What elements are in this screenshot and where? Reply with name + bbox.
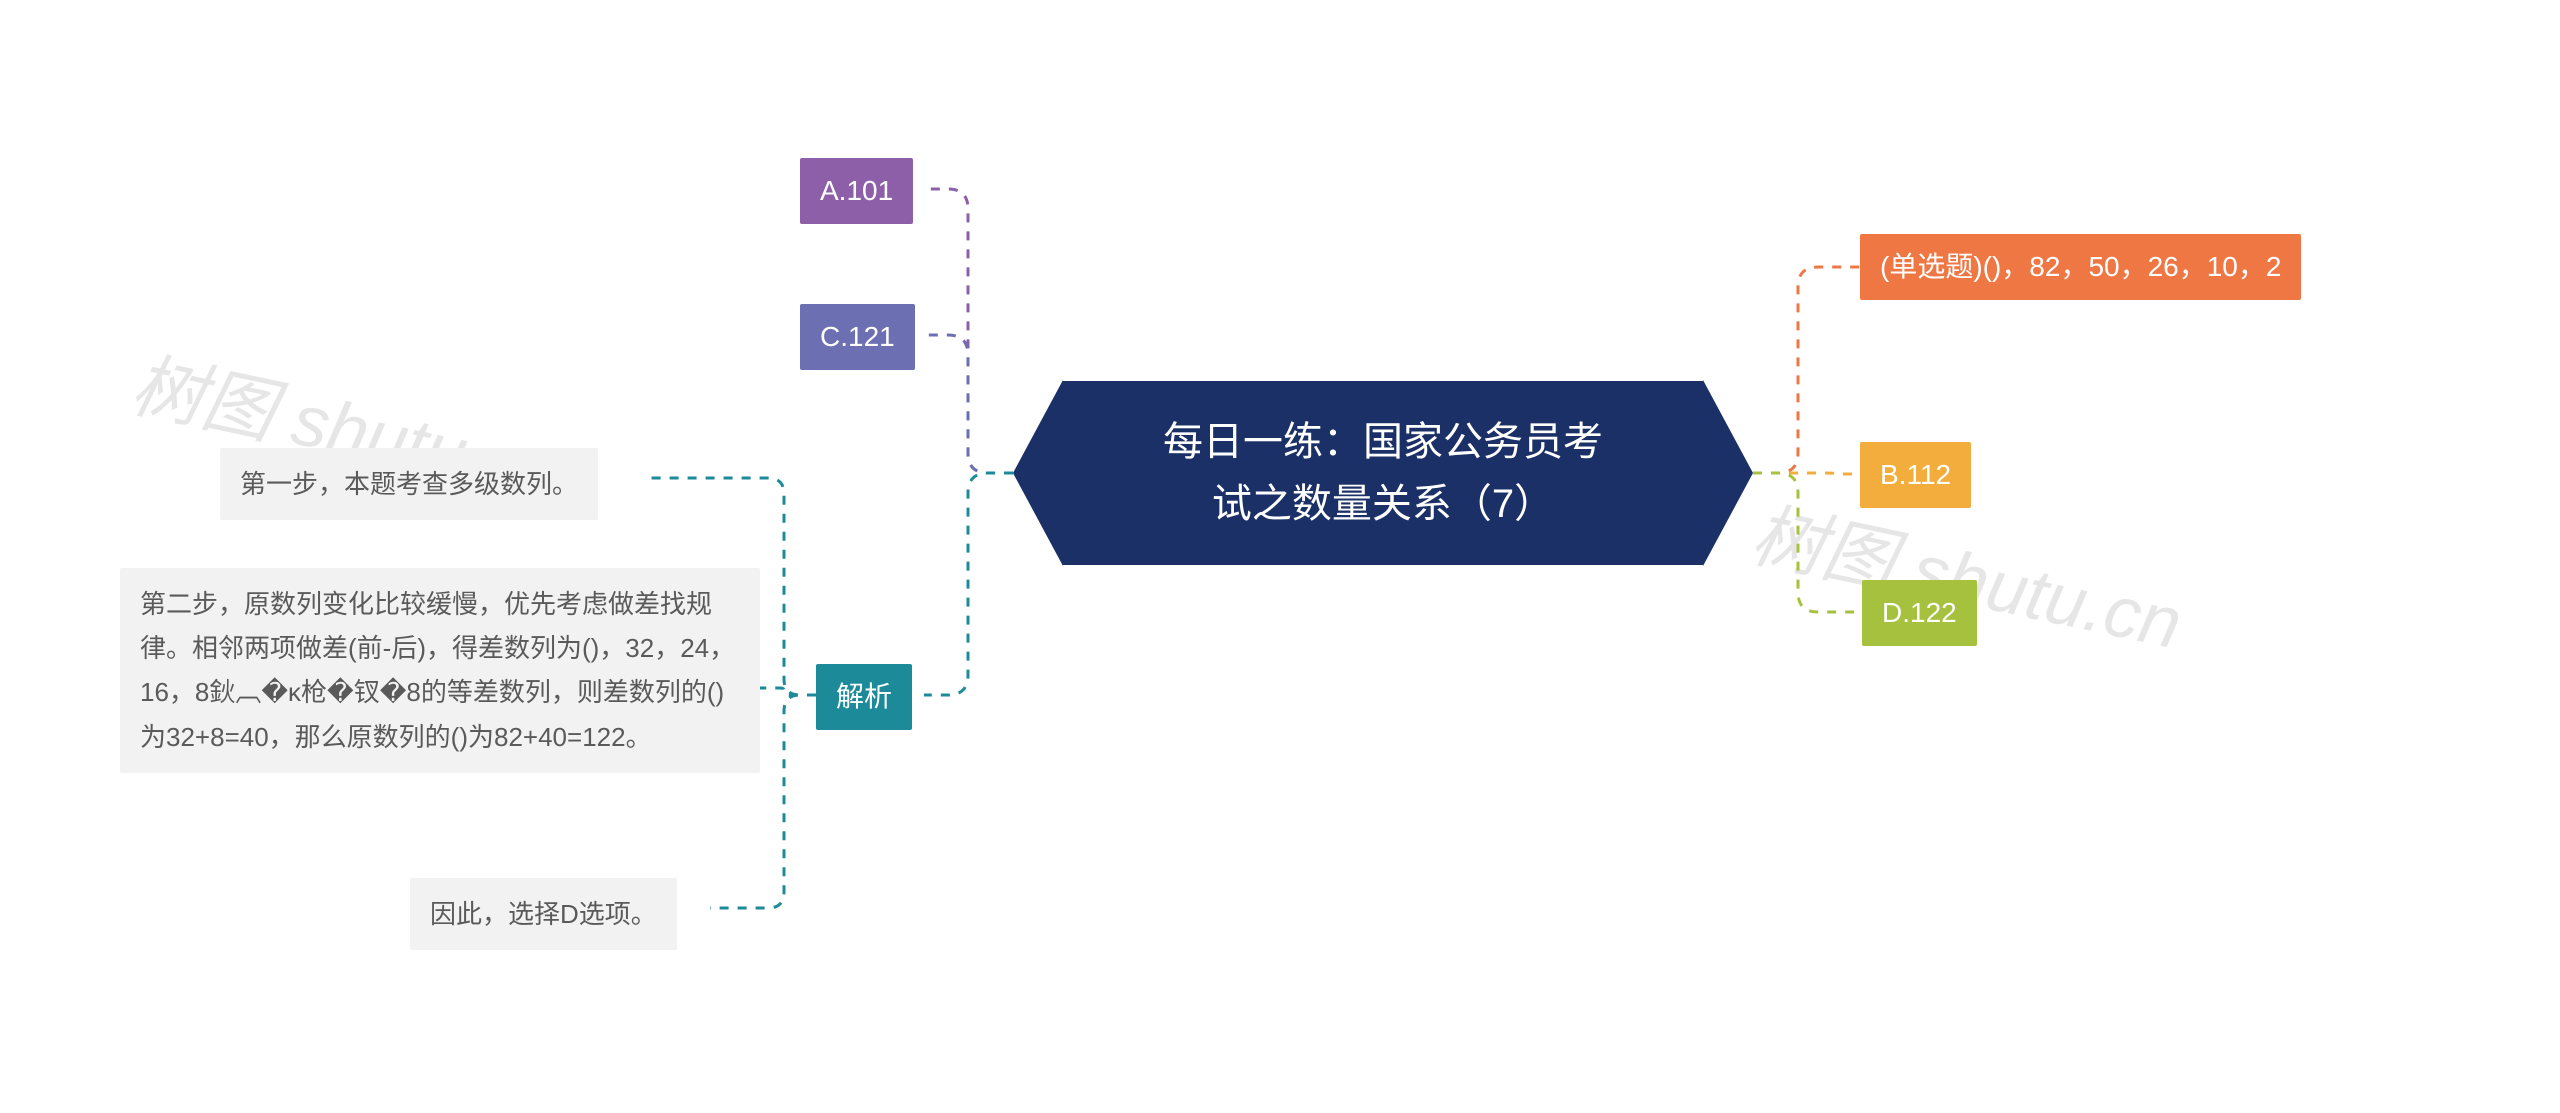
node-jiexi: 解析 — [816, 664, 912, 730]
center-right-cap — [1703, 380, 1753, 566]
node-a101: A.101 — [800, 158, 913, 224]
leaf-step2: 第二步，原数列变化比较缓慢，优先考虑做差找规律。相邻两项做差(前-后)，得差数列… — [120, 568, 760, 773]
center-line2: 试之数量关系（7） — [1212, 482, 1554, 526]
node-d122: D.122 — [1862, 580, 1977, 646]
center-left-cap — [1013, 380, 1063, 566]
leaf-step1: 第一步，本题考查多级数列。 — [220, 448, 598, 520]
node-question: (单选题)()，82，50，26，10，2 — [1860, 234, 2301, 300]
center-node-wrap: 每日一练：国家公务员考 试之数量关系（7） — [1013, 380, 1753, 566]
mindmap-canvas: 树图 shutu.cn 树图 shutu.cn 每日一练：国家公务员考 试之数量… — [0, 0, 2560, 1113]
leaf-conclusion: 因此，选择D选项。 — [410, 878, 677, 950]
node-b112: B.112 — [1860, 442, 1971, 508]
center-node: 每日一练：国家公务员考 试之数量关系（7） — [1063, 381, 1703, 565]
center-line1: 每日一练：国家公务员考 — [1163, 420, 1603, 464]
node-c121: C.121 — [800, 304, 915, 370]
